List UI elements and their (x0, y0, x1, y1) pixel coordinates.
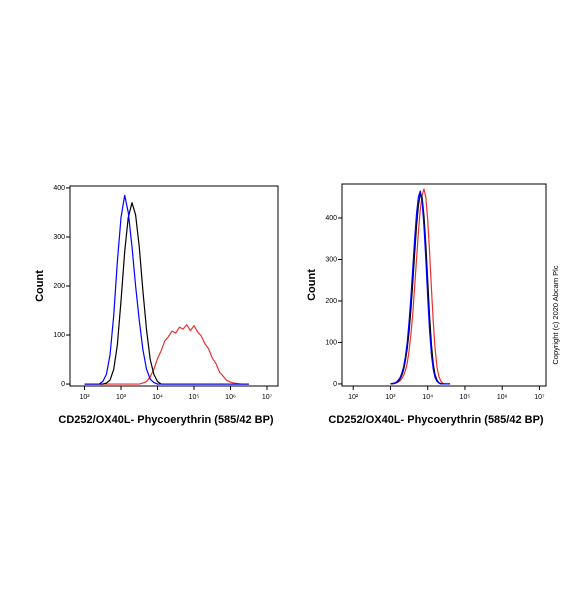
y-tick-label: 200 (53, 283, 65, 290)
y-tick-label: 400 (325, 215, 337, 222)
x-tick-label: 10³ (116, 394, 127, 401)
histogram-line (84, 194, 249, 385)
x-tick-label: 10² (348, 394, 359, 401)
x-tick-label: 10⁷ (534, 394, 545, 401)
histogram-line (84, 324, 249, 385)
y-tick-label: 0 (333, 381, 337, 388)
y-tick-label: 100 (325, 339, 337, 346)
y-axis-label: Count (306, 269, 318, 301)
y-tick-label: 100 (53, 332, 65, 339)
y-tick-label: 0 (61, 381, 65, 388)
plot-frame (69, 185, 279, 387)
x-axis-label: CD252/OX40L- Phycoerythrin (585/42 BP) (328, 414, 544, 426)
copyright-note: Copyright (c) 2020 Abcam Plc (551, 265, 560, 364)
x-tick-label: 10⁶ (225, 394, 236, 401)
x-tick-label: 10² (79, 394, 90, 401)
x-tick-label: 10⁴ (422, 394, 433, 401)
x-tick-label: 10⁷ (262, 394, 273, 401)
x-tick-label: 10⁵ (460, 394, 471, 401)
x-tick-label: 10⁶ (497, 394, 508, 401)
y-tick-label: 400 (53, 185, 65, 192)
plot-frame (341, 183, 547, 387)
x-tick-label: 10⁴ (152, 394, 163, 401)
x-tick-label: 10³ (385, 394, 396, 401)
histogram-line (390, 193, 451, 385)
y-tick-label: 200 (325, 298, 337, 305)
x-axis-label: CD252/OX40L- Phycoerythrin (585/42 BP) (58, 414, 274, 426)
histogram-line (390, 190, 451, 385)
y-tick-label: 300 (53, 234, 65, 241)
x-tick-label: 10⁵ (189, 394, 200, 401)
y-tick-label: 300 (325, 256, 337, 263)
histogram-line (390, 188, 451, 385)
y-axis-label: Count (34, 270, 46, 302)
